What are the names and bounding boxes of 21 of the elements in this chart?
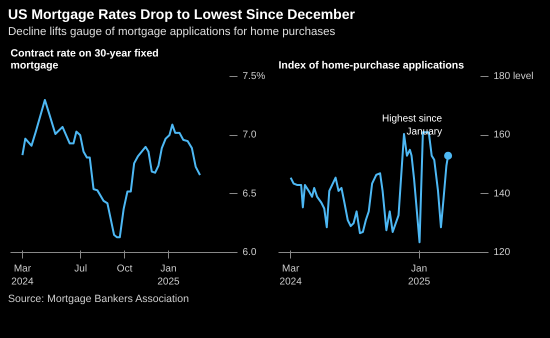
y-tick-label: 7.0 <box>242 130 257 142</box>
y-tick-label: 6.5 <box>242 188 257 200</box>
y-tick-label: 7.5% <box>242 71 266 82</box>
x-tick-label: Mar 2024 <box>280 264 302 288</box>
x-tick-label: Oct <box>116 264 133 275</box>
x-tick-label: Jul <box>74 264 88 275</box>
line-series <box>21 99 201 239</box>
y-axis-title: Index of home-purchase applications <box>278 60 464 72</box>
x-tick-label: Mar 2024 <box>11 264 34 288</box>
annotation: Highest since January <box>382 114 443 138</box>
source-note: Source: Mortgage Bankers Association <box>8 292 189 308</box>
chart-title: US Mortgage Rates Drop to Lowest Since December <box>8 5 355 24</box>
y-axis-title: Contract rate on 30-year fixed mortgage <box>10 48 159 72</box>
y-tick-label: 140 <box>494 188 511 200</box>
y-tick-label: 160 <box>494 130 511 142</box>
y-tick-label: 120 <box>494 247 511 258</box>
x-tick-label: Jan 2025 <box>157 264 180 288</box>
y-tick-label: 180 level <box>494 71 534 82</box>
y-tick-label: 6.0 <box>242 247 257 258</box>
x-tick-label: Jan 2025 <box>408 264 431 288</box>
chart-subtitle: Decline lifts gauge of mortgage applications for home purchases <box>8 25 336 40</box>
